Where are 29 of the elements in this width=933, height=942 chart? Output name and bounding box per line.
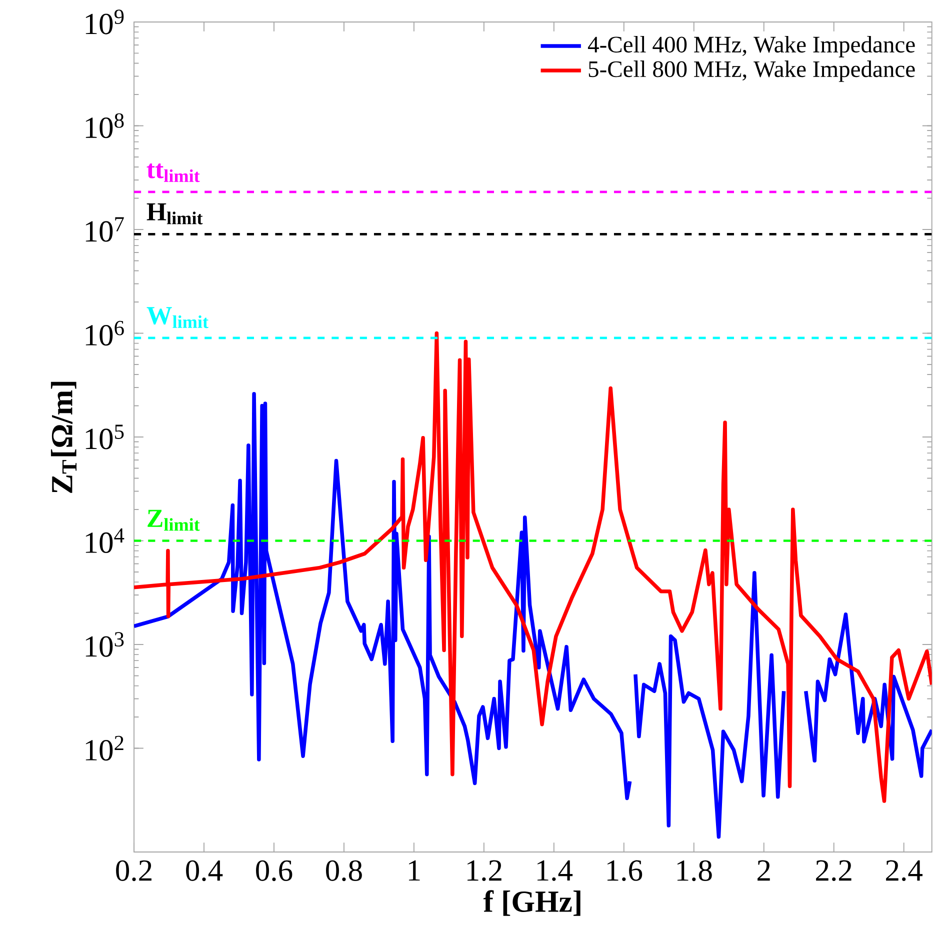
y-tick-label: 10$^{3}$ — [86, 632, 124, 657]
y-tick-label: 10$^{5}$ — [86, 424, 124, 450]
y-tick-label: 10$^{4}$ — [86, 528, 124, 554]
x-tick-label: 1 — [408, 860, 420, 881]
x-tick-label: 2 — [758, 860, 770, 881]
ref-line-label: Z$_{limit}$ — [148, 510, 200, 531]
ref-line-label: H$_{limit}$ — [146, 203, 203, 224]
x-tick-label: 2.4 — [886, 860, 922, 882]
y-tick-label: 10$^{9}$ — [86, 10, 124, 34]
line-series — [134, 331, 932, 803]
ref-line-label: tt$_{limit}$ — [146, 163, 200, 182]
y-tick-label: 10$^{7}$ — [86, 217, 124, 242]
x-tick-label: 0.4 — [186, 860, 223, 882]
y-tick-label: 10$^{6}$ — [86, 320, 124, 346]
x-tick-label: 0.8 — [326, 860, 362, 882]
x-tick-label: 1.6 — [607, 860, 642, 882]
x-tick-label: 2.2 — [816, 860, 852, 882]
x-tick-label: 1.4 — [537, 860, 573, 881]
x-axis-title: f [GHz] — [483, 890, 580, 916]
legend-label: 5-Cell 800 MHz, Wake Impedance — [588, 60, 915, 82]
x-tick-label: 1.8 — [677, 860, 712, 882]
y-tick-label: 10$^{8}$ — [86, 113, 124, 138]
ref-line-label: W$_{limit}$ — [146, 307, 208, 328]
x-tick-label: 0.6 — [256, 860, 292, 882]
y-axis-title: Z$_{T}$[Ω/m] — [50, 382, 76, 493]
x-tick-label: 1.2 — [468, 860, 502, 882]
x-tick-label: 0.2 — [116, 860, 152, 882]
y-tick-label: 10$^{2}$ — [86, 736, 124, 761]
legend-label: 4-Cell 400 MHz, Wake Impedance — [588, 36, 915, 58]
